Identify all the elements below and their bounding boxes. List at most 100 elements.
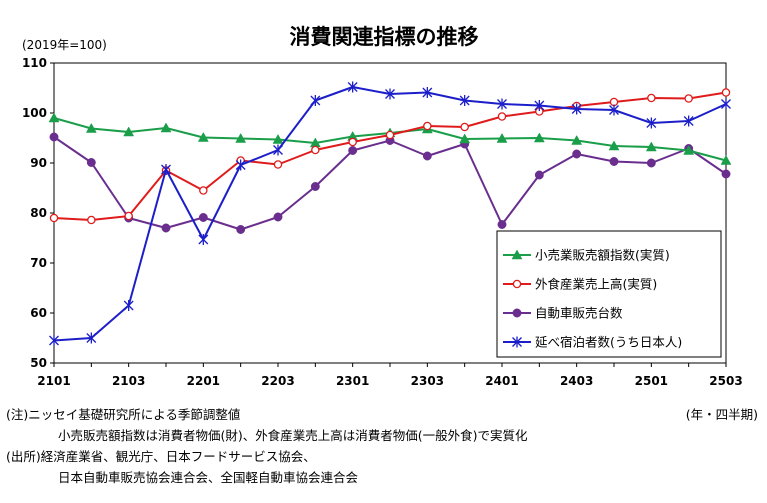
data-point-restaurant [124, 211, 133, 221]
legend-marker-restaurant [512, 279, 522, 289]
data-point-lodging [49, 335, 59, 346]
data-point-restaurant [385, 130, 395, 140]
data-point-restaurant [87, 215, 96, 225]
legend-label-auto: 自動車販売台数 [535, 306, 623, 321]
data-point-lodging [347, 81, 358, 93]
x-tick-label: 2201 [187, 374, 220, 388]
data-point-lodging [422, 87, 433, 98]
data-point-retail [720, 154, 732, 165]
legend-item-retail: 小売業販売額指数(実質) [503, 248, 670, 263]
data-point-lodging [86, 332, 97, 344]
x-axis: 2101 2103 2201 2203 2301 2303 2401 2403 2501 2503 [37, 363, 743, 388]
x-tick-label: 2401 [485, 374, 518, 388]
data-point-lodging [683, 115, 694, 127]
legend-label-retail: 小売業販売額指数(実質) [535, 248, 670, 263]
data-point-auto [497, 220, 507, 229]
x-tick-label: 2303 [411, 374, 444, 388]
y-unit-label: (2019年=100) [22, 38, 107, 52]
data-point-auto [49, 132, 59, 142]
data-point-auto [721, 169, 731, 179]
chart-title: 消費関連指標の推移 [290, 25, 479, 49]
data-point-restaurant [721, 88, 731, 97]
data-point-restaurant [49, 213, 59, 223]
note-line-1: (注)ニッセイ基礎研究所による季節調整値 (年・四半期) [6, 404, 762, 425]
series-auto [49, 132, 731, 234]
data-point-restaurant [199, 186, 208, 195]
chart: 消費関連指標の推移 (2019年=100) 50 60 70 80 90 100 110 2… [22, 25, 743, 388]
data-point-auto [198, 213, 208, 222]
y-tick-label: 90 [30, 156, 47, 170]
x-tick-label: 2301 [336, 374, 369, 388]
data-point-auto [646, 158, 656, 168]
x-tick-label: 2203 [261, 374, 294, 388]
y-tick-label: 100 [22, 106, 47, 120]
source-line-2: 日本自動車販売協会連合会、全国軽自動車協会連合会 [58, 470, 359, 485]
x-tick-label: 2501 [635, 374, 668, 388]
series-line-restaurant [53, 91, 727, 221]
data-point-lodging [497, 98, 507, 110]
data-point-retail [683, 144, 695, 155]
legend-marker-lodging [512, 336, 522, 348]
data-point-auto [348, 146, 358, 155]
data-point-lodging [385, 88, 395, 100]
data-point-retail [645, 141, 657, 152]
data-point-restaurant [647, 93, 656, 103]
data-point-lodging [609, 104, 619, 116]
legend: 小売業販売額指数(実質) 外食産業売上高(実質) 自動車販売台数延べ宿泊者数(うち日… [496, 230, 722, 358]
data-point-retail [197, 131, 209, 142]
data-point-auto [534, 170, 544, 180]
series-layer [48, 81, 732, 346]
data-point-lodging [721, 98, 731, 110]
x-tick-label: 2103 [112, 374, 145, 388]
legend-item-restaurant: 外食産業売上高(実質) [503, 277, 657, 292]
x-tick-label: 2403 [560, 374, 593, 388]
data-point-retail [85, 122, 97, 133]
data-point-retail [160, 122, 172, 133]
y-axis: 50 60 70 80 90 100 110 [22, 56, 54, 370]
notes: (注)ニッセイ基礎研究所による季節調整値 (年・四半期) 小売販売額指数は消費者… [6, 404, 762, 488]
note-line-2: 小売販売額指数は消費者物価(財)、外食産業売上高は消費者物価(一般外食)で実質化 [58, 428, 528, 443]
legend-marker-retail [511, 249, 523, 260]
data-point-restaurant [311, 145, 320, 155]
data-point-lodging [534, 100, 545, 111]
data-point-auto [86, 158, 96, 167]
data-point-lodging [646, 117, 657, 129]
data-point-lodging [459, 95, 470, 106]
data-point-retail [123, 126, 135, 137]
data-point-auto [273, 212, 283, 222]
legend-marker-auto [512, 308, 522, 318]
series-lodging [49, 81, 731, 346]
data-point-lodging [161, 164, 171, 175]
y-tick-label: 80 [30, 206, 47, 220]
data-point-restaurant [423, 121, 432, 131]
data-point-lodging [273, 144, 283, 156]
data-point-retail [235, 132, 247, 143]
y-tick-label: 70 [30, 256, 47, 270]
data-point-retail [459, 133, 471, 144]
data-point-retail [533, 132, 545, 143]
data-point-retail [571, 134, 583, 145]
data-point-lodging [235, 159, 246, 171]
period-unit-label: (年・四半期) [685, 407, 758, 422]
legend-item-lodging: 延べ宿泊者数(うち日本人) [503, 335, 682, 350]
note-text-1: (注)ニッセイ基礎研究所による季節調整値 [6, 407, 241, 422]
series-restaurant [49, 88, 731, 225]
x-tick-label: 2503 [709, 374, 742, 388]
data-point-lodging [123, 300, 134, 311]
legend-box [496, 230, 722, 358]
data-point-restaurant [460, 122, 469, 132]
data-point-auto [609, 157, 619, 166]
data-point-retail [272, 133, 284, 144]
data-point-retail [608, 140, 620, 151]
data-point-auto [422, 151, 432, 161]
legend-item-auto: 自動車販売台数 [503, 306, 623, 321]
data-point-lodging [310, 95, 321, 106]
data-point-restaurant [348, 137, 357, 147]
y-tick-label: 50 [30, 356, 47, 370]
data-point-auto [236, 225, 246, 234]
data-point-lodging [198, 234, 209, 245]
legend-label-restaurant: 外食産業売上高(実質) [535, 277, 657, 292]
data-point-restaurant [497, 112, 507, 121]
y-tick-label: 110 [22, 56, 47, 70]
y-tick-label: 60 [30, 306, 47, 320]
